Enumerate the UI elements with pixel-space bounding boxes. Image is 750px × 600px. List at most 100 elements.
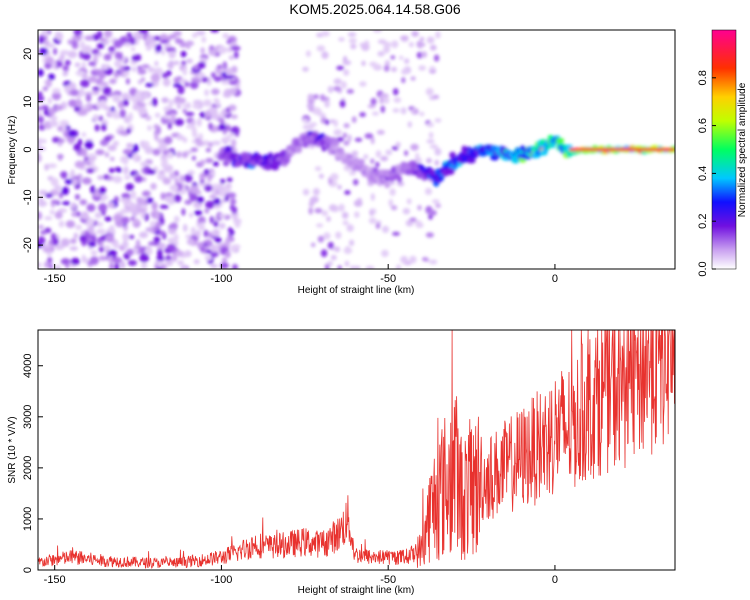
heatmap-cell (92, 114, 99, 122)
heatmap-cell (71, 40, 78, 49)
heatmap-cell (182, 223, 188, 232)
heatmap-cell (75, 98, 82, 108)
heatmap-cell (60, 171, 68, 179)
heatmap-cell (87, 153, 97, 159)
heatmap-cell (145, 227, 155, 233)
heatmap-cell (160, 217, 165, 225)
heatmap-cell (379, 93, 389, 98)
heatmap-cell (200, 159, 206, 165)
heatmap-cell (327, 85, 334, 94)
heatmap-cell (316, 223, 324, 228)
heatmap-cell (313, 94, 319, 100)
heatmap-cell (302, 188, 310, 196)
heatmap-cell (364, 133, 374, 139)
heatmap-cell (342, 132, 347, 139)
heatmap-cell (392, 88, 399, 96)
heatmap-cell (123, 42, 132, 47)
heatmap-cell (230, 244, 238, 253)
heatmap-cell (98, 71, 106, 80)
colorbar-tick-label: 0.6 (697, 118, 709, 133)
heatmap-cell (350, 43, 357, 50)
heatmap-cell (42, 244, 51, 248)
heatmap-cell (418, 65, 426, 71)
heatmap-cell (79, 199, 88, 206)
heatmap-cell (48, 73, 55, 81)
heatmap-cell (38, 68, 44, 77)
heatmap-cell (205, 200, 215, 209)
heatmap-cell (70, 238, 77, 245)
heatmap-cell (182, 265, 187, 269)
heatmap-cell (391, 205, 398, 211)
heatmap-cell (220, 118, 225, 125)
heatmap-cell (114, 263, 120, 269)
heatmap-cell (49, 209, 55, 215)
heatmap-cell (98, 203, 108, 213)
heatmap-cell (165, 47, 175, 52)
heatmap-cell (217, 185, 225, 192)
heatmap-cell (389, 188, 396, 196)
heatmap-cell (130, 216, 135, 221)
heatmap-cell (157, 138, 167, 145)
spectrogram-ytick-label: -10 (22, 189, 34, 205)
heatmap-cell (400, 107, 407, 115)
heatmap-cell (227, 88, 238, 95)
heatmap-cell (103, 174, 110, 180)
heatmap-cell (384, 181, 391, 189)
heatmap-cell (210, 244, 216, 253)
heatmap-cell (50, 177, 59, 187)
heatmap-cell (162, 177, 171, 185)
heatmap-cell (216, 64, 223, 70)
heatmap-cell (140, 77, 146, 82)
heatmap-cell (343, 123, 350, 129)
heatmap-cell (354, 211, 360, 218)
heatmap-cell (192, 99, 203, 105)
heatmap-cell (204, 254, 212, 261)
heatmap-cell (226, 177, 233, 183)
heatmap-cell (96, 228, 106, 235)
heatmap-cell (339, 99, 346, 108)
heatmap-cell (73, 232, 79, 239)
heatmap-cell (140, 161, 150, 167)
heatmap-cell (165, 111, 174, 116)
heatmap-cell (445, 167, 455, 175)
heatmap-cell (119, 109, 126, 118)
heatmap-cell (414, 108, 419, 115)
heatmap-cell (233, 161, 242, 167)
heatmap-cell (112, 114, 122, 119)
heatmap-cell (109, 225, 115, 234)
colorbar-tick-label: 0.2 (697, 214, 709, 229)
heatmap-cell (325, 119, 330, 125)
heatmap-cell (363, 154, 369, 160)
heatmap-cell (214, 197, 221, 206)
heatmap-cell (43, 30, 48, 37)
heatmap-cell (84, 140, 94, 150)
heatmap-cell (163, 136, 173, 145)
heatmap-cell (330, 119, 335, 124)
heatmap-cell (162, 78, 171, 87)
heatmap-cell (64, 59, 71, 66)
heatmap-cell (108, 46, 115, 53)
heatmap-cell (151, 201, 158, 211)
heatmap-cell (61, 124, 67, 132)
heatmap-cell (48, 263, 54, 269)
chart-title: KOM5.2025.064.14.58.G06 (289, 1, 461, 17)
heatmap-cell (393, 97, 402, 103)
heatmap-cell (120, 155, 129, 164)
heatmap-cell (122, 71, 130, 76)
heatmap-cell (38, 211, 43, 221)
heatmap-cell (192, 103, 200, 109)
heatmap-cell (161, 97, 169, 103)
heatmap-cell (121, 208, 128, 214)
heatmap-cell (406, 198, 412, 205)
heatmap-cell (221, 71, 227, 78)
heatmap-cell (174, 250, 184, 257)
heatmap-cell (410, 143, 419, 151)
heatmap-cell (177, 85, 185, 95)
heatmap-cell (38, 189, 48, 196)
heatmap-cell (38, 262, 42, 268)
heatmap-cell (230, 114, 238, 120)
snr-ytick-label: 3000 (22, 405, 34, 429)
heatmap-cell (186, 43, 191, 50)
heatmap-cell (58, 220, 65, 228)
heatmap-cell (96, 43, 105, 49)
